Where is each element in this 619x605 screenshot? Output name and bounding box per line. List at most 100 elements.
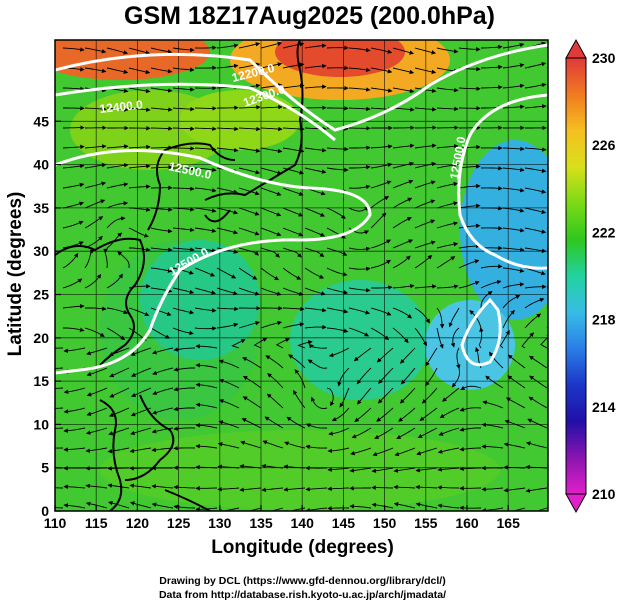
streamline-arrow [106,144,129,149]
streamline-arrow [524,147,547,152]
streamline-arrow [242,376,262,389]
streamline-arrow [528,396,548,409]
streamline-arrow [436,284,459,289]
streamline-arrow [478,327,484,349]
streamline-arrow [348,287,371,293]
streamline-arrow [499,330,510,349]
streamline-arrow [216,306,239,312]
streamline-arrow [128,207,151,212]
streamline-arrow [546,67,548,69]
streamline-arrow [392,217,412,229]
colorbar: 230 226 222 218 214 210 [565,38,616,514]
streamline-arrow [282,42,305,49]
streamline-arrow [480,279,502,289]
streamline-arrow [456,347,461,370]
streamline-arrow [84,216,104,229]
streamline-arrow [356,367,372,385]
streamline-arrow [84,162,107,169]
streamline-arrow [172,186,195,191]
colorbar-label: 210 [592,486,616,502]
streamline-arrow [436,106,459,112]
streamline-arrow [282,147,305,153]
streamline-arrow [327,447,350,454]
streamline-arrow [218,399,240,409]
streamline-arrow [370,196,390,209]
streamline-arrow [304,84,327,89]
streamline-arrow [172,106,195,112]
streamline-arrow [337,367,350,387]
streamline-arrow [326,247,348,256]
streamline-arrow [238,42,261,49]
streamline-arrow [546,227,548,229]
streamline-arrow [524,227,547,234]
streamline-arrow [527,418,548,429]
streamline-arrow [218,359,240,369]
streamline-arrow [304,247,325,258]
streamline-arrow [283,487,306,492]
streamline-arrow [216,227,239,235]
streamline-arrow [106,273,123,289]
streamline-arrow [349,145,371,150]
streamline-arrow [282,187,304,196]
streamline-arrow [378,367,394,384]
streamline-arrow [260,104,283,110]
streamline-arrow [85,447,108,453]
streamline-arrow [417,427,438,439]
streamline-arrow [304,147,327,153]
streamline-arrow [62,220,84,229]
streamline-arrow [238,187,260,196]
streamline-arrow [108,407,130,417]
streamline-arrow [286,416,306,429]
streamline-arrow [480,165,503,171]
streamline-arrow [328,427,350,436]
streamline-arrow [260,147,283,154]
streamline-arrow [399,387,416,404]
streamline-arrow [339,387,350,408]
x-tick-label: 135 [249,515,273,531]
streamline-arrow [458,223,481,229]
streamline-arrow [348,87,371,92]
streamline-arrow [546,326,548,329]
x-tick-label: 120 [126,515,150,531]
streamline-arrow [128,107,151,112]
streamline-arrow [172,47,195,53]
streamline-arrow [414,47,437,55]
streamline-arrow [536,507,548,511]
streamline-arrow [85,306,107,311]
streamline-arrow [238,105,261,110]
streamline-arrow [327,506,350,511]
streamline-arrow [194,187,217,193]
streamline-arrow [525,464,548,470]
streamline-arrow [128,163,151,169]
streamline-arrow [326,387,335,407]
streamline-arrow [106,201,129,209]
streamline-arrow [62,86,85,92]
streamline-arrow [448,307,460,328]
streamline-arrow [349,467,372,473]
streamline-arrow [242,396,262,409]
streamline-arrow [546,47,548,49]
streamline-arrow [392,107,415,112]
streamline-arrow [458,183,481,189]
streamline-arrow [414,199,436,209]
streamline-arrow [425,347,438,367]
streamline-arrow [502,207,525,213]
x-tick-label: 145 [332,515,356,531]
streamline-arrow [282,287,304,296]
streamline-arrow [357,387,372,405]
streamline-arrow [172,307,195,315]
streamline-arrow [459,505,482,511]
streamline-arrow [439,407,460,418]
streamline-arrow [216,322,239,329]
streamline-arrow [504,419,526,429]
streamline-arrow [503,465,526,470]
streamline-arrow [377,387,394,404]
colorbar-label: 214 [592,399,616,415]
streamline-arrow [216,63,239,69]
x-tick-label: 140 [291,515,315,531]
streamline-arrow [524,207,547,215]
streamline-arrow [260,247,280,258]
streamline-arrow [458,203,481,209]
streamline-arrow [502,63,525,69]
streamline-arrow [326,207,346,219]
